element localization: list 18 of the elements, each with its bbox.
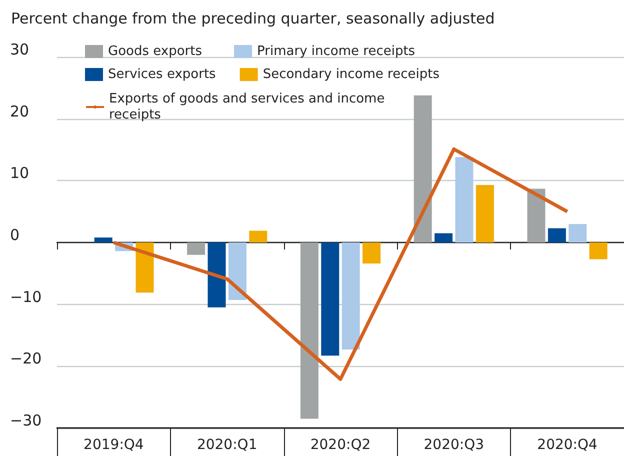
y-tick-label: 10 xyxy=(10,164,30,182)
legend-label: Services exports xyxy=(108,67,216,82)
legend-label: Primary income receipts xyxy=(257,44,416,59)
legend-label: Goods exports xyxy=(108,44,202,59)
y-tick-label: −10 xyxy=(10,288,42,306)
x-tick-label: 2019:Q4 xyxy=(84,437,144,453)
x-tick-label: 2020:Q1 xyxy=(196,437,258,453)
x-tick-label: 2020:Q2 xyxy=(310,437,371,453)
y-tick-label: 0 xyxy=(10,226,20,244)
chart-title: Percent change from the preceding quarter, seasonally adjusted xyxy=(11,10,495,28)
x-tick-label: 2020:Q4 xyxy=(537,437,598,453)
y-tick-label: −20 xyxy=(10,350,42,368)
legend-label: Secondary income receipts xyxy=(262,67,440,82)
y-tick-label: 30 xyxy=(10,40,30,58)
y-tick-label: 20 xyxy=(10,102,30,120)
x-tick-label: 2020:Q3 xyxy=(424,437,484,453)
legend-label: Exports of goods and services and income receipts xyxy=(109,92,389,122)
y-tick-label: −30 xyxy=(10,412,42,430)
